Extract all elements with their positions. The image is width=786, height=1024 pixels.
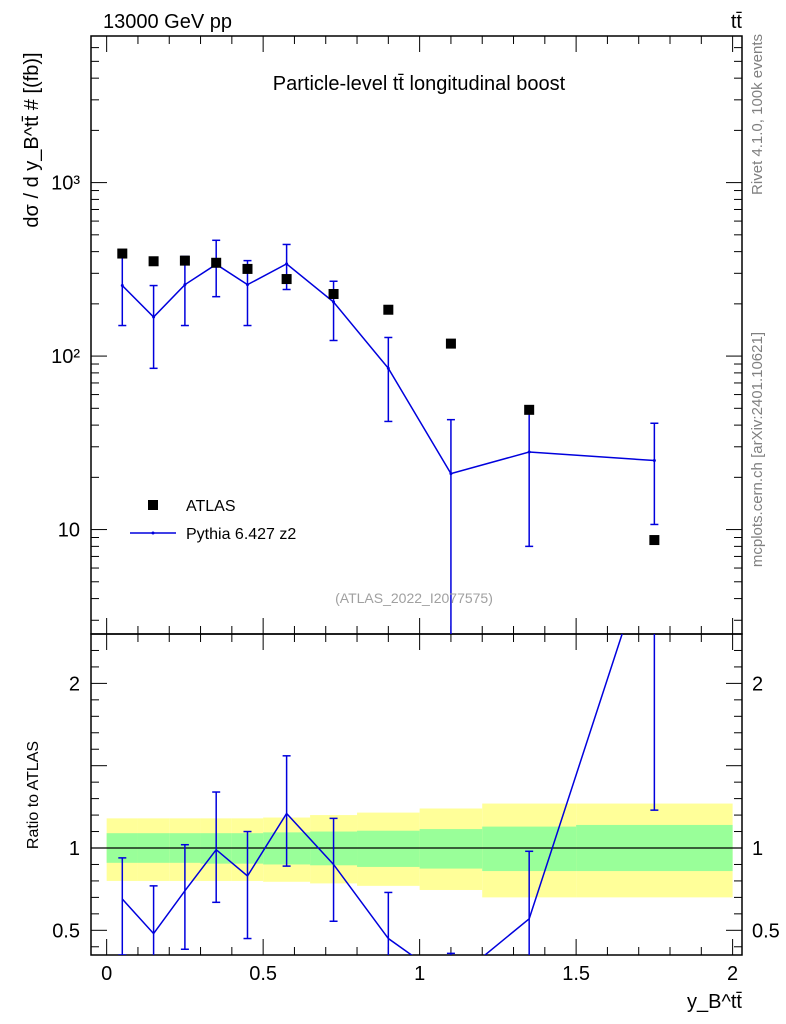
atlas-point xyxy=(148,256,159,267)
axis-ticks xyxy=(91,35,742,955)
side-label-rivet: Rivet 4.1.0, 100k events xyxy=(749,34,766,195)
y-tick-label: 10² xyxy=(51,346,80,368)
ratio-y-tick-label-right: 0.5 xyxy=(752,920,780,942)
atlas-point xyxy=(328,288,339,299)
band-inner-bin xyxy=(357,830,420,867)
pythia-point xyxy=(449,472,453,476)
atlas-point xyxy=(649,535,660,546)
side-label-mcplots: mcplots.cern.ch [arXiv:2401.10621] xyxy=(749,332,766,567)
legend: ATLAS Pythia 6.427 z2 xyxy=(130,498,296,543)
ratio-y-tick-label: 1 xyxy=(69,838,80,860)
y-axis-label-ratio: Ratio to ATLAS xyxy=(25,741,42,849)
main-plot-frame xyxy=(90,35,743,635)
plot-title: Particle-level tt̄ longitudinal boost xyxy=(273,73,566,95)
ratio-plot-frame xyxy=(90,633,743,956)
x-tick-label: 1.5 xyxy=(562,963,590,985)
pythia-point xyxy=(152,315,156,319)
energy-label: 13000 GeV pp xyxy=(103,11,232,33)
ratio-y-tick-label: 0.5 xyxy=(52,920,80,942)
pythia-point xyxy=(332,300,336,304)
pythia-point xyxy=(285,262,289,266)
analysis-watermark: (ATLAS_2022_I2077575) xyxy=(335,590,493,606)
pythia-ratio-series xyxy=(118,634,659,955)
y-tick-label: 10 xyxy=(58,520,80,542)
band-inner-bin xyxy=(419,829,483,869)
legend-pythia-label: Pythia 6.427 z2 xyxy=(186,526,296,543)
atlas-point xyxy=(281,274,292,285)
pythia-point xyxy=(245,283,249,287)
atlas-point xyxy=(524,404,535,415)
x-tick-label: 2 xyxy=(727,963,738,985)
ratio-y-tick-label-right: 2 xyxy=(752,673,763,695)
x-tick-label: 0 xyxy=(101,963,112,985)
ratio-y-tick-label: 2 xyxy=(69,673,80,695)
pythia-point xyxy=(652,459,656,463)
pythia-point xyxy=(120,284,124,288)
legend-atlas-label: ATLAS xyxy=(186,498,236,515)
ratio-y-tick-label-right: 1 xyxy=(752,838,763,860)
legend-pythia-point xyxy=(151,531,155,535)
y-axis-label-main: dσ / d y_B^tt̄ # [(fb)] xyxy=(21,52,43,227)
atlas-point xyxy=(179,255,190,266)
y-tick-label: 10³ xyxy=(51,173,80,195)
pythia-point xyxy=(386,366,390,370)
atlas-point xyxy=(383,304,394,315)
atlas-point xyxy=(242,263,253,274)
axis-tick-labels: 0 0.5 1 1.5 2 10 10² 10³ 0.5 0.5 1 1 2 2 xyxy=(51,173,780,985)
atlas-point xyxy=(117,248,128,259)
atlas-point xyxy=(211,257,222,268)
pythia-point xyxy=(527,450,531,454)
legend-atlas-marker xyxy=(148,500,158,510)
x-axis-label: y_B^tt̄ xyxy=(687,991,742,1013)
process-label: tt̄ xyxy=(731,11,743,33)
pythia-point xyxy=(183,283,187,287)
x-tick-label: 0.5 xyxy=(249,963,277,985)
x-tick-label: 1 xyxy=(414,963,425,985)
atlas-series xyxy=(117,248,660,546)
atlas-point xyxy=(445,338,456,349)
